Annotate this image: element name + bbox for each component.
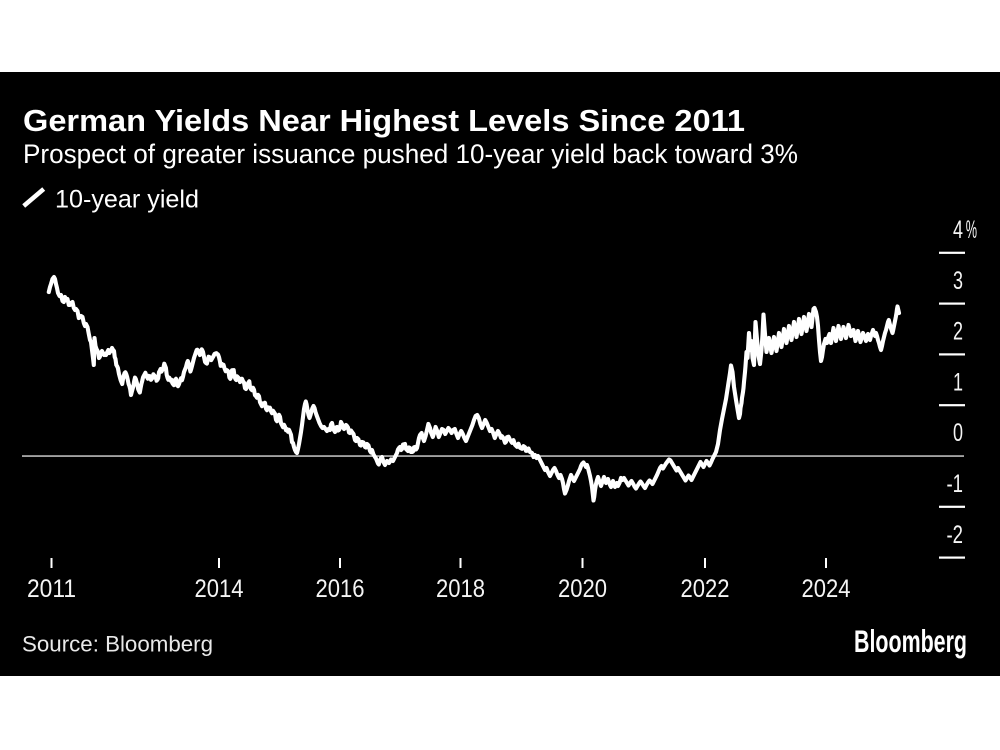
svg-text:2016: 2016 (316, 575, 365, 603)
svg-text:2: 2 (953, 318, 963, 346)
svg-text:Bloomberg: Bloomberg (854, 623, 967, 659)
svg-text:-1: -1 (947, 470, 964, 498)
svg-text:3: 3 (953, 267, 963, 295)
svg-text:4: 4 (953, 216, 963, 244)
svg-text:Prospect of greater issuance p: Prospect of greater issuance pushed 10-y… (23, 139, 798, 169)
svg-text:10-year yield: 10-year yield (55, 186, 199, 214)
svg-text:2014: 2014 (195, 575, 244, 603)
svg-text:0: 0 (953, 419, 963, 447)
svg-text:-2: -2 (947, 521, 964, 549)
svg-text:Source: Bloomberg: Source: Bloomberg (22, 631, 213, 656)
svg-text:%: % (966, 216, 977, 244)
svg-text:2018: 2018 (436, 575, 485, 603)
svg-text:2011: 2011 (27, 575, 76, 603)
svg-text:2022: 2022 (681, 575, 730, 603)
svg-text:2020: 2020 (558, 575, 607, 603)
svg-text:German Yields Near Highest Lev: German Yields Near Highest Levels Since … (23, 103, 745, 138)
svg-text:1: 1 (953, 368, 963, 396)
svg-text:2024: 2024 (802, 575, 851, 603)
